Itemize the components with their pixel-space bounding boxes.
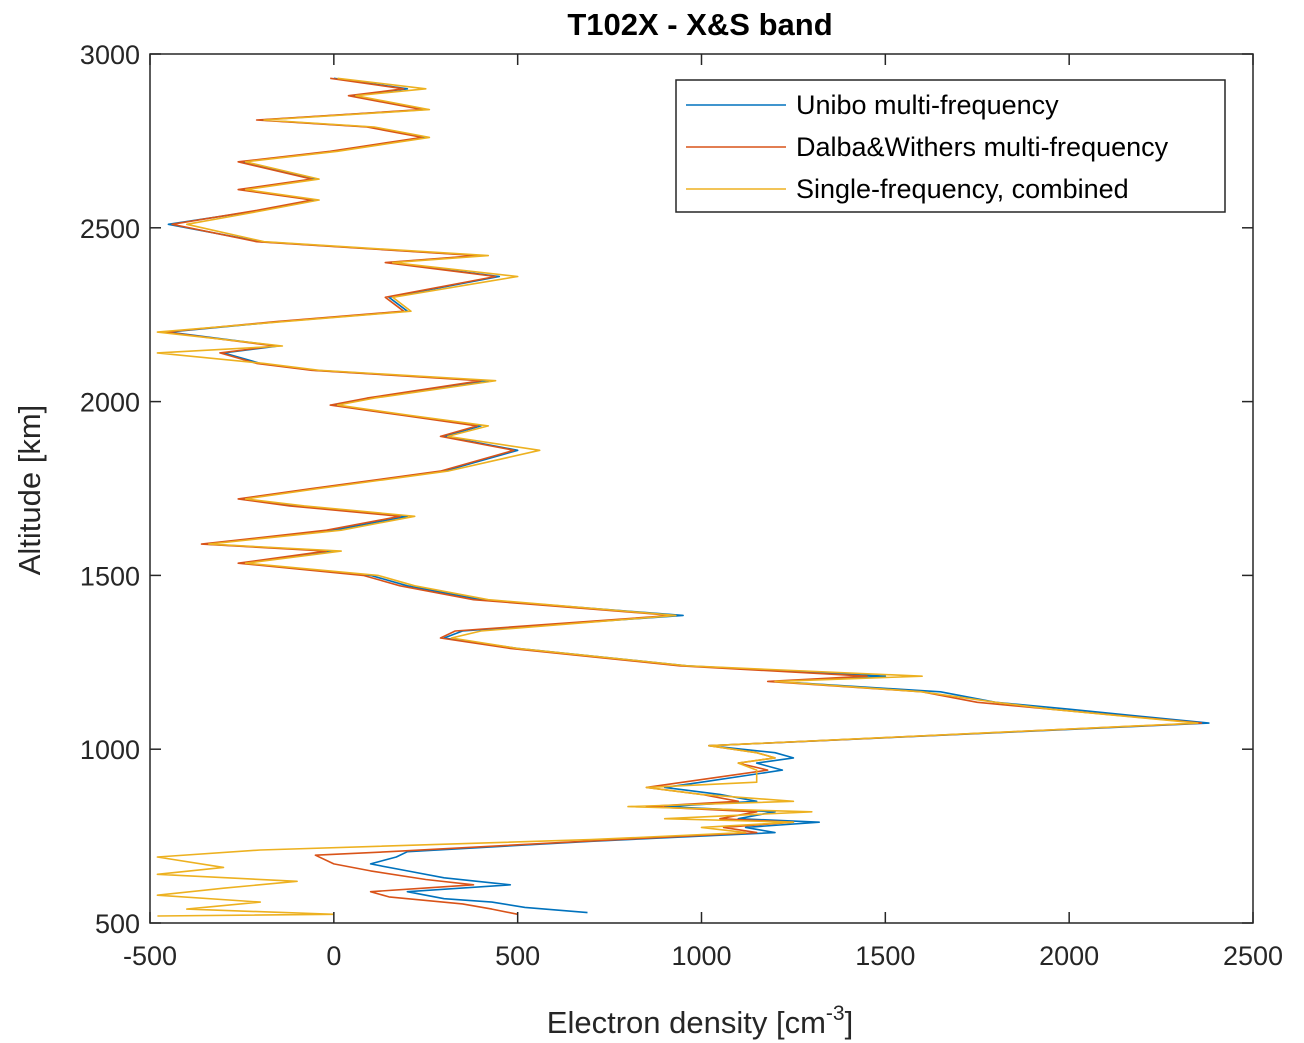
plot-frame bbox=[149, 53, 1254, 924]
legend-entries: Unibo multi-frequency Dalba&Withers multi… bbox=[686, 90, 1169, 204]
series-line-3 bbox=[156, 77, 1199, 917]
x-axis-label-main: Electron density [cm bbox=[547, 1005, 826, 1040]
x-axis-label: Electron density [cm-3] bbox=[547, 1002, 853, 1040]
x-tick-label: 0 bbox=[326, 941, 341, 971]
y-tick-label: 2000 bbox=[80, 388, 140, 418]
legend-label-3: Single-frequency, combined bbox=[796, 174, 1129, 204]
y-tick-label: 2500 bbox=[80, 214, 140, 244]
legend-box bbox=[675, 79, 1226, 213]
x-axis-label-exponent: -3 bbox=[826, 1002, 845, 1025]
axis-ticks: -500 0 500 1000 1500 2000 2500 500 1000 1500 2000 2… bbox=[80, 40, 1283, 971]
legend: Unibo multi-frequency Dalba&Withers multi… bbox=[675, 79, 1226, 213]
y-tick-label: 500 bbox=[95, 909, 140, 939]
series-layer bbox=[156, 77, 1210, 917]
y-tick-label: 3000 bbox=[80, 40, 140, 70]
x-axis-label-end: ] bbox=[845, 1005, 854, 1040]
legend-label-1: Unibo multi-frequency bbox=[796, 90, 1059, 120]
x-tick-label: 2500 bbox=[1223, 941, 1283, 971]
x-tick-label: 500 bbox=[495, 941, 540, 971]
y-tick-label: 1500 bbox=[80, 561, 140, 591]
x-tick-label: 2000 bbox=[1039, 941, 1099, 971]
x-tick-label: 1000 bbox=[671, 941, 731, 971]
legend-label-2: Dalba&Withers multi-frequency bbox=[796, 132, 1169, 162]
y-tick-label: 1000 bbox=[80, 735, 140, 765]
x-tick-label: -500 bbox=[123, 941, 177, 971]
x-tick-label: 1500 bbox=[855, 941, 915, 971]
chart-title: T102X - X&S band bbox=[567, 7, 832, 42]
y-axis-label: Altitude [km] bbox=[12, 405, 47, 576]
